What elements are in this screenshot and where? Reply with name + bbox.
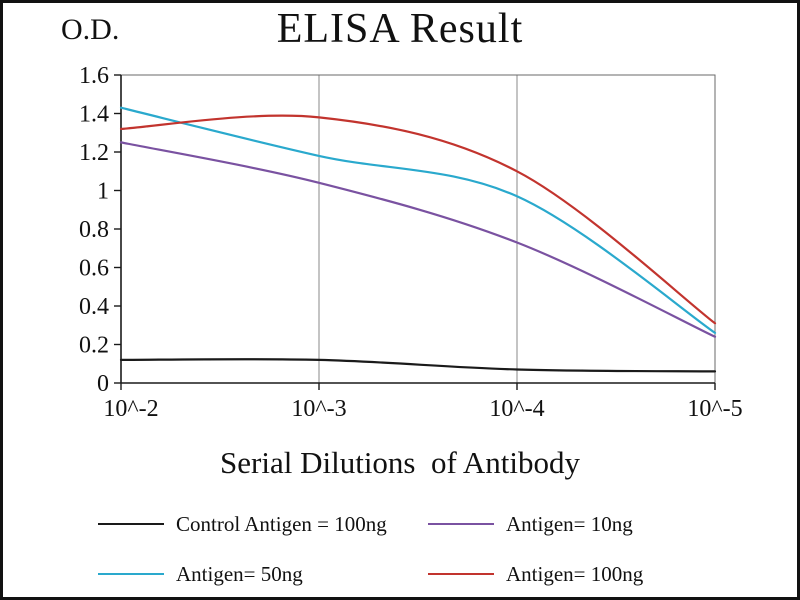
x-tick-label: 10^-4	[489, 396, 544, 422]
y-tick-label: 0	[97, 371, 109, 397]
legend-line-sample-antigen-50ng	[98, 573, 164, 575]
legend: Control Antigen = 100ng Antigen= 10ng An…	[98, 511, 758, 587]
chart-title: ELISA Result	[276, 6, 524, 52]
legend-item-antigen-10ng: Antigen= 10ng	[428, 511, 758, 537]
series-line-control-antigen-100ng	[119, 358, 717, 373]
legend-line-sample-control-antigen	[98, 523, 164, 525]
y-tick-label: 1.6	[79, 63, 109, 89]
legend-item-antigen-50ng: Antigen= 50ng	[98, 561, 428, 587]
legend-label: Antigen= 10ng	[506, 511, 633, 536]
series-line-antigen-50ng	[119, 106, 717, 334]
legend-item-control-antigen: Control Antigen = 100ng	[98, 511, 428, 537]
y-tick-label: 0.4	[79, 294, 109, 320]
x-tick-label: 10^-5	[687, 396, 742, 422]
x-tick-label: 10^-2	[103, 396, 158, 422]
legend-label: Control Antigen = 100ng	[176, 511, 387, 536]
x-tick-label: 10^-3	[291, 396, 346, 422]
y-tick-label: 1	[97, 179, 109, 205]
y-tick-label: 0.6	[79, 256, 109, 282]
y-axis-title: O.D.	[61, 13, 120, 46]
legend-line-sample-antigen-100ng	[428, 573, 494, 575]
y-tick-label: 0.2	[79, 333, 109, 359]
y-tick-label: 1.2	[79, 140, 109, 166]
plot-border	[120, 74, 716, 384]
y-tick-label: 0.8	[79, 217, 109, 243]
x-axis-title: Serial Dilutions of Antibody	[220, 445, 580, 480]
plot-area: 0 0.2 0.4 0.6 0.8 1 1.2 1.4 1.6 10^-2 10^-3 10^-4 10…	[79, 63, 743, 422]
y-tick-label: 1.4	[79, 102, 109, 128]
legend-label: Antigen= 50ng	[176, 561, 303, 586]
legend-item-antigen-100ng: Antigen= 100ng	[428, 561, 758, 587]
series-line-antigen-100ng	[119, 114, 717, 325]
legend-label: Antigen= 100ng	[506, 561, 644, 586]
legend-line-sample-antigen-10ng	[428, 523, 494, 525]
series-line-antigen-10ng	[119, 141, 717, 338]
